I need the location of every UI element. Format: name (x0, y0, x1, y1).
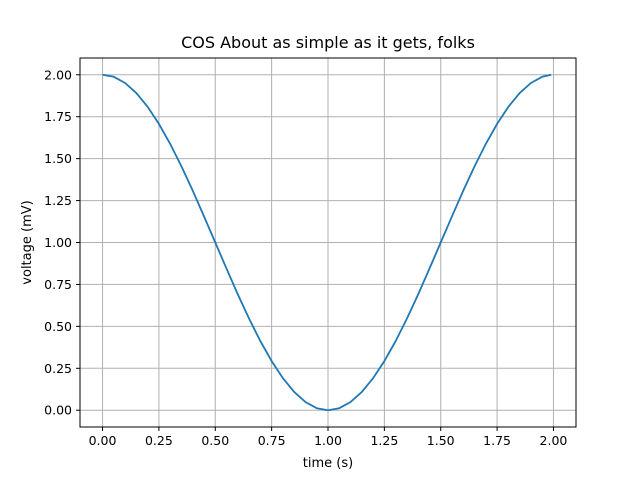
y-tick-label: 1.50 (44, 151, 72, 166)
x-tick-label: 1.00 (314, 433, 342, 448)
y-tick-label: 0.75 (44, 277, 72, 292)
x-axis-label: time (s) (303, 456, 353, 471)
y-tick-label: 1.75 (44, 109, 72, 124)
x-tick-label: 2.00 (540, 433, 568, 448)
y-tick-label: 2.00 (44, 67, 72, 82)
x-tick-label: 0.25 (145, 433, 173, 448)
chart-title: COS About as simple as it gets, folks (181, 33, 475, 52)
series-line (102, 73, 552, 412)
y-tick-label: 0.00 (44, 403, 72, 418)
x-tick-label: 0.75 (258, 433, 286, 448)
y-axis-label: voltage (mV) (20, 200, 35, 284)
x-tick-label: 1.75 (483, 433, 511, 448)
ticks: 0.00 0.25 0.50 0.75 1.00 1.25 1.50 1.75 2.00 0.00… (44, 67, 567, 448)
x-tick-label: 1.50 (427, 433, 455, 448)
x-tick-label: 1.25 (370, 433, 398, 448)
series-layer (102, 73, 552, 412)
x-tick-label: 0.00 (89, 433, 117, 448)
y-tick-label: 0.25 (44, 361, 72, 376)
y-tick-label: 1.00 (44, 235, 72, 250)
x-tick-label: 0.50 (201, 433, 229, 448)
y-tick-label: 1.25 (44, 193, 72, 208)
y-tick-label: 0.50 (44, 319, 72, 334)
